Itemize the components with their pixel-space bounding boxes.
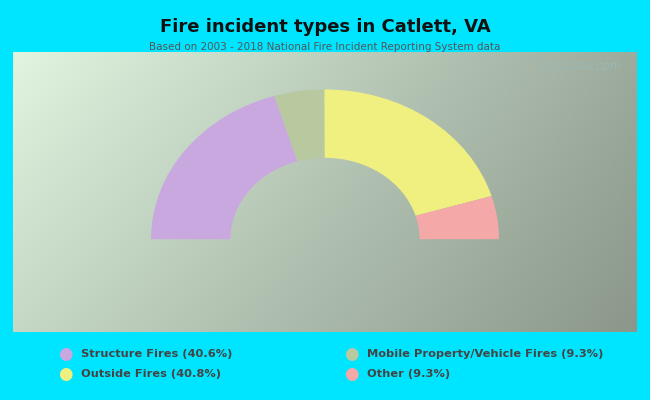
Wedge shape bbox=[324, 90, 491, 216]
Text: Based on 2003 - 2018 National Fire Incident Reporting System data: Based on 2003 - 2018 National Fire Incid… bbox=[150, 42, 500, 52]
Wedge shape bbox=[415, 196, 499, 239]
Text: Mobile Property/Vehicle Fires (9.3%): Mobile Property/Vehicle Fires (9.3%) bbox=[367, 349, 604, 359]
Text: ●: ● bbox=[344, 365, 358, 383]
Text: City-Data.com: City-Data.com bbox=[538, 60, 621, 74]
Text: Fire incident types in Catlett, VA: Fire incident types in Catlett, VA bbox=[160, 18, 490, 36]
Text: Structure Fires (40.6%): Structure Fires (40.6%) bbox=[81, 349, 233, 359]
Text: ●: ● bbox=[344, 345, 358, 363]
Text: ●: ● bbox=[58, 365, 72, 383]
Wedge shape bbox=[274, 90, 325, 161]
Wedge shape bbox=[151, 96, 298, 239]
Text: Other (9.3%): Other (9.3%) bbox=[367, 369, 450, 379]
Text: Outside Fires (40.8%): Outside Fires (40.8%) bbox=[81, 369, 221, 379]
Text: ●: ● bbox=[58, 345, 72, 363]
